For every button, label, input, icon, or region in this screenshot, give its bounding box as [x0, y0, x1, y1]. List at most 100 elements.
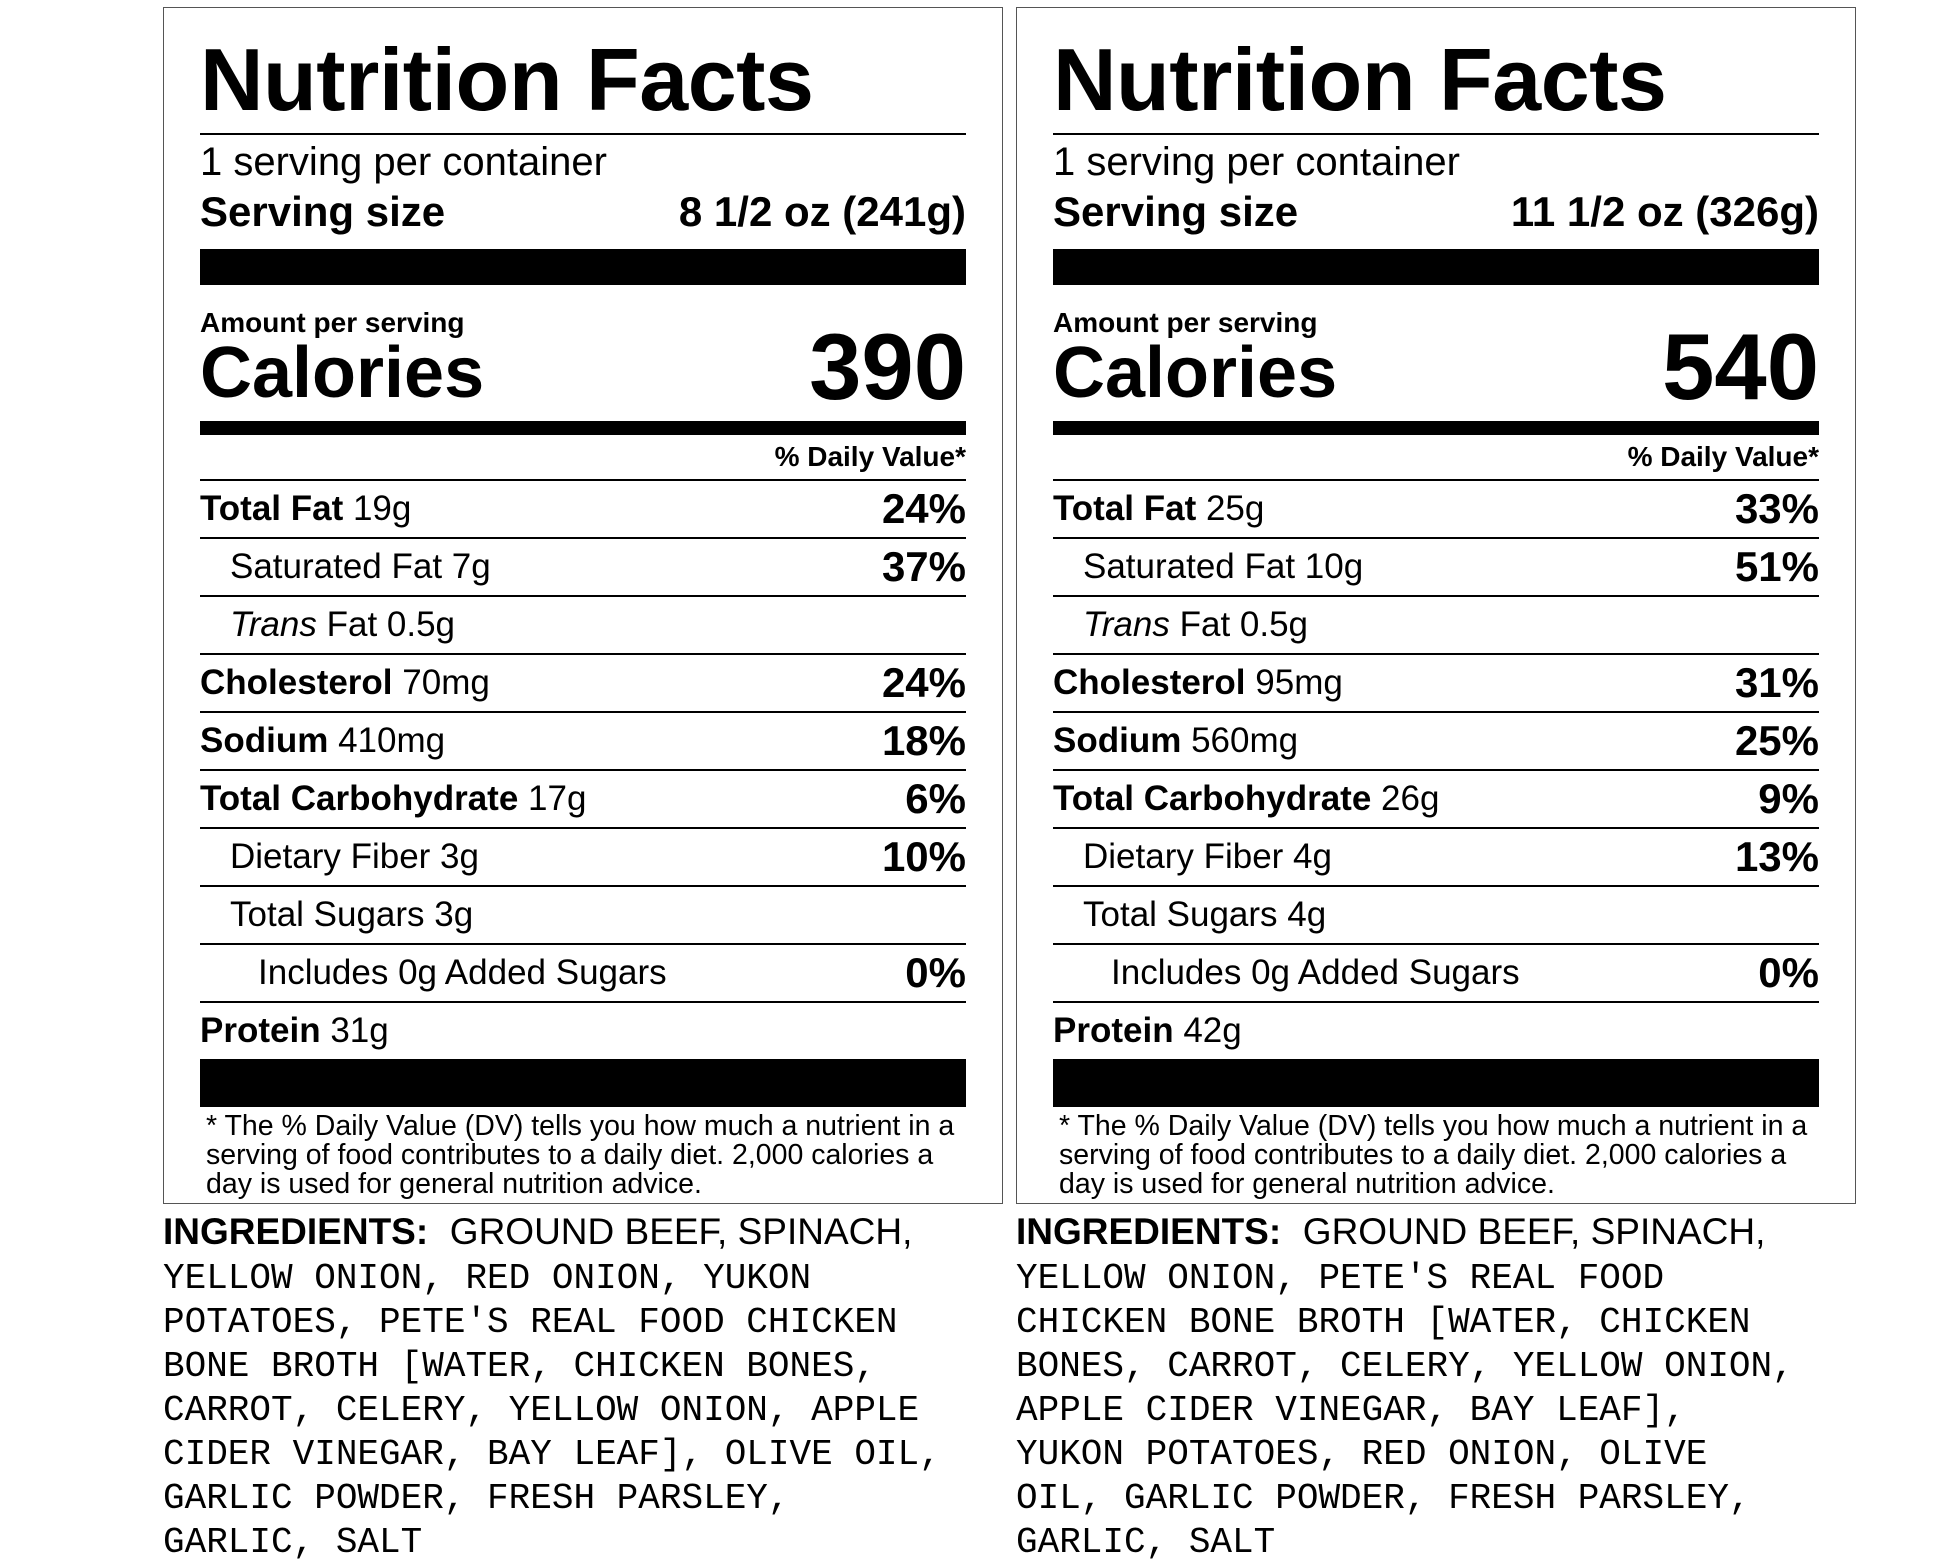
nutrient-row-total-sugars: Total Sugars 4g — [1053, 887, 1819, 945]
nutrient-row-sodium: Sodium 410mg 18% — [200, 713, 966, 771]
nutrient-name: Total Fat — [1053, 489, 1197, 528]
nutrient-amount: 560mg — [1191, 721, 1299, 760]
daily-value-footnote: * The % Daily Value (DV) tells you how m… — [1059, 1110, 1808, 1200]
nutrient-name: Total Sugars 3g — [230, 895, 474, 934]
daily-value-percent: 6% — [905, 775, 966, 822]
daily-value-percent: 10% — [881, 833, 966, 880]
nutrient-name: Total Carbohydrate — [1053, 779, 1372, 818]
nutrient-amount: 17g — [528, 779, 587, 818]
servings-per-container: 1 serving per container — [1053, 140, 1460, 184]
daily-value-percent: 37% — [881, 543, 966, 590]
calories-label: Calories — [1053, 333, 1338, 413]
nutrition-label-right: Nutrition Facts 1 serving per container … — [1016, 7, 1856, 1565]
nutrient-name: Includes 0g Added Sugars — [1111, 953, 1520, 992]
nutrient-row-total-carbohydrate: Total Carbohydrate 17g 6% — [200, 771, 966, 829]
calories-row: Calories 540 — [1053, 320, 1819, 414]
nutrient-row-total-fat: Total Fat 19g 24% — [200, 481, 966, 539]
nutrient-amount: 70mg — [402, 663, 490, 702]
daily-value-percent: 18% — [881, 717, 966, 764]
nutrient-row-saturated-fat: Saturated Fat 10g 51% — [1053, 539, 1819, 597]
serving-size-value: 8 1/2 oz (241g) — [678, 188, 966, 235]
daily-value-header: % Daily Value* — [200, 435, 966, 481]
medium-divider — [1053, 421, 1819, 435]
daily-value-footnote: * The % Daily Value (DV) tells you how m… — [206, 1110, 955, 1200]
thick-divider — [200, 249, 966, 285]
nutrient-amount: 19g — [352, 489, 412, 528]
nutrient-row-saturated-fat: Saturated Fat 7g 37% — [200, 539, 966, 597]
ingredients-list: INGREDIENTS: GROUND BEEF, SPINACH, YELLO… — [1016, 1210, 1856, 1565]
nutrition-label-left: Nutrition Facts 1 serving per container … — [163, 7, 1003, 1565]
nutrient-name: Saturated Fat 10g — [1083, 547, 1364, 586]
nutrient-row-protein: Protein 31g — [200, 1003, 966, 1059]
nutrient-name: Dietary Fiber 3g — [230, 837, 479, 876]
divider — [1053, 133, 1819, 135]
nutrient-row-added-sugars: Includes 0g Added Sugars 0% — [200, 945, 966, 1003]
nutrient-name: Sodium — [1053, 721, 1182, 760]
servings-per-container: 1 serving per container — [200, 140, 607, 184]
nutrient-row-cholesterol: Cholesterol 70mg 24% — [200, 655, 966, 713]
nutrient-amount: 42g — [1183, 1011, 1242, 1050]
nutrient-name: Dietary Fiber 4g — [1083, 837, 1332, 876]
daily-value-percent: 24% — [881, 659, 966, 706]
nutrient-amount: 31g — [330, 1011, 389, 1050]
footer-divider — [1053, 1059, 1819, 1107]
ingredients-first-line: GROUND BEEF, SPINACH, — [1302, 1211, 1766, 1252]
nutrient-name: Saturated Fat 7g — [230, 547, 491, 586]
daily-value-header: % Daily Value* — [1053, 435, 1819, 481]
nutrient-name: Includes 0g Added Sugars — [258, 953, 667, 992]
nutrient-list: Total Fat 25g 33% Saturated Fat 10g 51% … — [1053, 481, 1819, 1059]
nutrition-facts-panel: Nutrition Facts 1 serving per container … — [163, 7, 1003, 1204]
medium-divider — [200, 421, 966, 435]
amount-per-serving: Amount per serving — [200, 307, 465, 338]
nutrition-facts-title: Nutrition Facts — [200, 30, 814, 129]
nutrient-name: Fat 0.5g — [326, 605, 456, 644]
footer-divider — [200, 1059, 966, 1107]
nutrient-name: Cholesterol — [200, 663, 393, 702]
daily-value-percent: 31% — [1734, 659, 1819, 706]
calories-label: Calories — [200, 333, 485, 413]
nutrient-row-total-sugars: Total Sugars 3g — [200, 887, 966, 945]
nutrient-name: Protein — [200, 1011, 321, 1050]
thick-divider — [1053, 249, 1819, 285]
nutrient-name: Sodium — [200, 721, 329, 760]
serving-size-label: Serving size — [1053, 188, 1299, 235]
nutrient-name: Protein — [1053, 1011, 1174, 1050]
nutrient-name-italic: Trans — [230, 605, 317, 644]
nutrient-row-cholesterol: Cholesterol 95mg 31% — [1053, 655, 1819, 713]
nutrient-row-trans-fat: Trans Fat 0.5g — [1053, 597, 1819, 655]
ingredients-label: INGREDIENTS: — [163, 1211, 429, 1252]
nutrient-row-added-sugars: Includes 0g Added Sugars 0% — [1053, 945, 1819, 1003]
calories-row: Calories 390 — [200, 320, 966, 414]
nutrient-name: Total Fat — [200, 489, 344, 528]
nutrient-amount: 25g — [1205, 489, 1265, 528]
nutrient-name: Fat 0.5g — [1179, 605, 1309, 644]
daily-value-percent: 24% — [881, 485, 966, 532]
serving-size-value: 11 1/2 oz (326g) — [1510, 188, 1819, 235]
daily-value-percent: 0% — [1758, 949, 1819, 996]
nutrition-facts-title: Nutrition Facts — [1053, 30, 1667, 129]
nutrient-row-total-fat: Total Fat 25g 33% — [1053, 481, 1819, 539]
nutrient-amount: 26g — [1381, 779, 1440, 818]
calories-value: 390 — [809, 314, 966, 419]
serving-size-row: Serving size 11 1/2 oz (326g) — [1053, 185, 1819, 239]
divider — [200, 133, 966, 135]
daily-value-percent: 51% — [1734, 543, 1819, 590]
nutrient-amount: 95mg — [1255, 663, 1343, 702]
nutrient-row-dietary-fiber: Dietary Fiber 4g 13% — [1053, 829, 1819, 887]
daily-value-percent: 13% — [1734, 833, 1819, 880]
daily-value-percent: 9% — [1758, 775, 1819, 822]
ingredients-first-line: GROUND BEEF, SPINACH, — [449, 1211, 913, 1252]
nutrient-name: Total Sugars 4g — [1083, 895, 1327, 934]
nutrient-row-protein: Protein 42g — [1053, 1003, 1819, 1059]
ingredients-list: INGREDIENTS: GROUND BEEF, SPINACH, YELLO… — [163, 1210, 1003, 1565]
nutrition-facts-panel: Nutrition Facts 1 serving per container … — [1016, 7, 1856, 1204]
amount-per-serving: Amount per serving — [1053, 307, 1318, 338]
nutrient-name: Cholesterol — [1053, 663, 1246, 702]
ingredients-label: INGREDIENTS: — [1016, 1211, 1282, 1252]
nutrient-row-total-carbohydrate: Total Carbohydrate 26g 9% — [1053, 771, 1819, 829]
nutrient-list: Total Fat 19g 24% Saturated Fat 7g 37% T… — [200, 481, 966, 1059]
ingredients-text: YELLOW ONION, RED ONION, YUKON POTATOES,… — [163, 1258, 941, 1563]
nutrient-name-italic: Trans — [1083, 605, 1170, 644]
serving-size-label: Serving size — [200, 188, 446, 235]
daily-value-percent: 0% — [905, 949, 966, 996]
